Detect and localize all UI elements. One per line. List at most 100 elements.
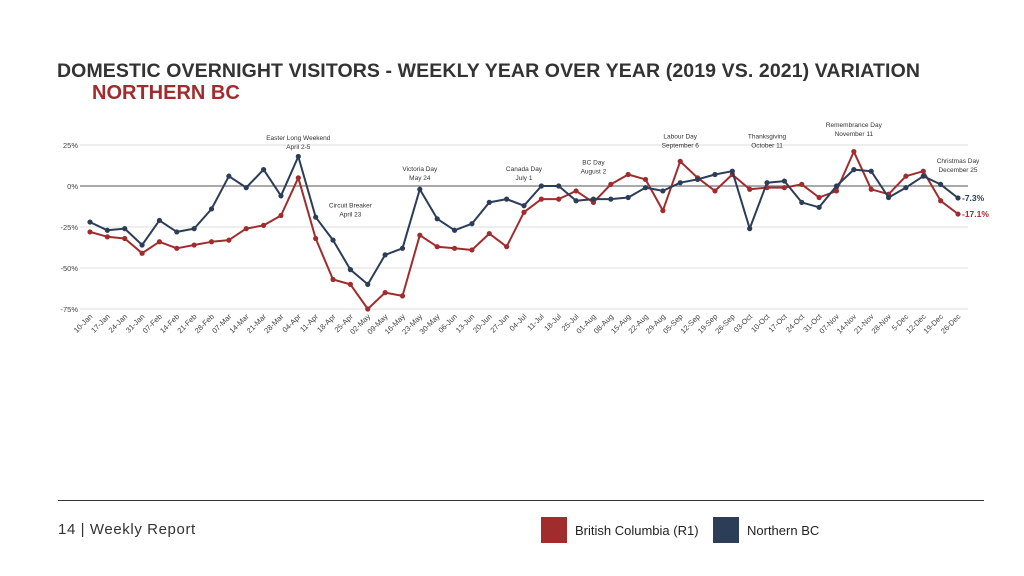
- data-point-british-columbia: [903, 173, 909, 179]
- data-point-northern-bc: [139, 242, 145, 248]
- data-point-british-columbia: [434, 244, 440, 250]
- data-point-british-columbia: [330, 276, 336, 283]
- event-annotation: Victoria Day: [402, 166, 438, 173]
- data-point-northern-bc: [608, 196, 614, 202]
- data-point-northern-bc: [677, 180, 683, 186]
- data-point-british-columbia: [920, 168, 926, 174]
- data-point-northern-bc: [955, 195, 961, 201]
- data-point-northern-bc: [434, 216, 440, 222]
- data-point-northern-bc: [573, 198, 579, 204]
- x-tick-label: 27-Jun: [488, 312, 511, 335]
- data-point-british-columbia: [226, 237, 232, 243]
- data-point-northern-bc: [347, 267, 353, 273]
- data-point-northern-bc: [833, 183, 840, 189]
- event-annotation: December 25: [938, 167, 977, 174]
- data-point-british-columbia: [608, 181, 614, 187]
- data-point-northern-bc: [486, 199, 492, 205]
- data-point-british-columbia: [799, 181, 805, 187]
- data-point-northern-bc: [764, 180, 770, 186]
- data-point-northern-bc: [816, 204, 822, 210]
- data-point-northern-bc: [382, 252, 388, 258]
- data-point-british-columbia: [677, 158, 683, 164]
- data-point-british-columbia: [295, 175, 301, 181]
- data-point-northern-bc: [174, 229, 180, 235]
- data-point-northern-bc: [747, 226, 753, 232]
- page-label: 14 | Weekly Report: [58, 521, 196, 538]
- data-point-british-columbia: [382, 290, 388, 296]
- data-point-british-columbia: [521, 209, 527, 215]
- data-point-british-columbia: [417, 232, 423, 238]
- x-tick-label: 18-Jul: [542, 312, 563, 333]
- legend-swatch-british-columbia: [541, 517, 567, 543]
- data-point-northern-bc: [104, 227, 110, 233]
- data-point-northern-bc: [226, 173, 232, 179]
- y-tick-label: -75%: [60, 305, 78, 314]
- y-tick-label: -50%: [60, 264, 78, 273]
- data-point-northern-bc: [920, 173, 926, 179]
- data-point-northern-bc: [417, 186, 423, 192]
- y-tick-label: 25%: [63, 141, 78, 150]
- x-tick-label: 04-Apr: [280, 312, 303, 335]
- data-point-british-columbia: [399, 293, 406, 299]
- event-annotation: Circuit Breaker: [329, 202, 373, 209]
- data-point-northern-bc: [538, 183, 544, 189]
- data-point-british-columbia: [156, 239, 163, 245]
- data-point-british-columbia: [261, 222, 267, 228]
- data-point-british-columbia: [642, 176, 649, 183]
- data-point-british-columbia: [712, 188, 718, 194]
- data-point-northern-bc: [625, 194, 631, 201]
- data-point-british-columbia: [122, 235, 128, 242]
- event-annotation: October 11: [751, 142, 783, 149]
- data-point-british-columbia: [833, 188, 840, 194]
- data-point-british-columbia: [747, 186, 753, 192]
- data-point-northern-bc: [451, 227, 458, 233]
- x-tick-label: 28-Mar: [262, 312, 286, 336]
- data-point-british-columbia: [938, 198, 944, 204]
- line-chart: 25%0%-25%-50%-75%10-Jan17-Jan24-Jan31-Ja…: [60, 122, 989, 336]
- event-annotation: July 1: [516, 175, 533, 182]
- data-point-northern-bc: [87, 219, 93, 225]
- footer-divider: [58, 500, 984, 501]
- data-point-northern-bc: [261, 167, 267, 173]
- data-point-northern-bc: [399, 245, 406, 251]
- data-point-british-columbia: [191, 242, 197, 248]
- data-point-british-columbia: [347, 281, 353, 287]
- event-annotation: May 24: [409, 175, 431, 182]
- event-annotation: April 2-5: [286, 144, 311, 151]
- event-annotation: Canada Day: [506, 166, 543, 173]
- data-point-northern-bc: [556, 183, 562, 189]
- data-point-british-columbia: [556, 196, 562, 202]
- data-point-northern-bc: [799, 199, 805, 205]
- data-point-northern-bc: [504, 196, 510, 202]
- data-point-british-columbia: [365, 306, 371, 312]
- chart-title: DOMESTIC OVERNIGHT VISITORS - WEEKLY YEA…: [57, 60, 921, 82]
- legend-label-british-columbia: British Columbia (R1): [575, 522, 699, 538]
- x-tick-label: 26-Dec: [939, 312, 963, 336]
- data-point-british-columbia: [469, 247, 475, 253]
- data-point-british-columbia: [174, 245, 180, 251]
- x-tick-label: 11-Jul: [525, 312, 546, 333]
- event-annotation: BC Day: [582, 160, 605, 167]
- data-point-northern-bc: [642, 185, 649, 191]
- data-point-northern-bc: [365, 281, 371, 287]
- data-point-british-columbia: [868, 186, 874, 192]
- event-annotation: Remembrance Day: [826, 122, 883, 129]
- data-point-northern-bc: [330, 237, 336, 243]
- data-point-northern-bc: [938, 181, 944, 187]
- x-tick-label: 26-Sep: [713, 312, 736, 335]
- end-label-british-columbia: -17.1%: [962, 209, 989, 219]
- event-annotation: August 2: [581, 169, 607, 176]
- data-point-northern-bc: [295, 153, 301, 160]
- end-label-northern-bc: -7.3%: [962, 193, 985, 203]
- legend-label-northern-bc: Northern BC: [747, 522, 820, 538]
- data-point-northern-bc: [885, 194, 892, 201]
- data-point-british-columbia: [87, 229, 93, 235]
- data-point-northern-bc: [278, 193, 284, 199]
- event-annotation: Labour Day: [663, 133, 697, 140]
- data-point-british-columbia: [313, 235, 319, 242]
- data-point-british-columbia: [451, 245, 458, 251]
- legend-item-northern-bc: Northern BC: [713, 517, 819, 543]
- y-tick-label: 0%: [67, 182, 78, 191]
- event-annotation: Easter Long Weekend: [266, 135, 331, 142]
- data-point-british-columbia: [781, 185, 788, 191]
